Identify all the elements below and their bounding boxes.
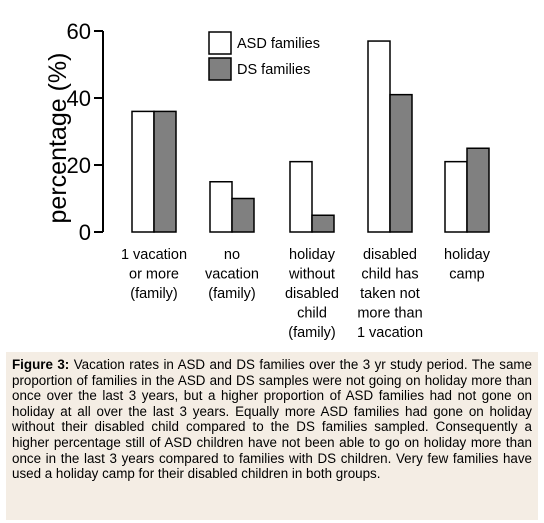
ds-bar: [231, 197, 255, 233]
legend-swatch: [208, 31, 232, 55]
caption-text: Vacation rates in ASD and DS families ov…: [12, 357, 533, 482]
figure-caption-box: Figure 3: Vacation rates in ASD and DS f…: [6, 352, 538, 520]
x-tick-label: vacation: [205, 267, 259, 283]
legend: ASD families DS families: [208, 31, 320, 81]
asd-bar: [367, 40, 391, 233]
x-tick-label: 1 vacation: [357, 325, 423, 341]
x-tick-label: (family): [288, 325, 336, 341]
y-tick-label: 0: [79, 220, 91, 245]
asd-bar: [131, 110, 155, 233]
ds-bar: [389, 93, 413, 233]
x-tick-label: disabled: [363, 247, 417, 263]
x-tick-label: camp: [449, 267, 484, 283]
x-tick-label: no: [224, 247, 240, 263]
ds-bar: [311, 214, 335, 233]
legend-label: ASD families: [237, 36, 320, 52]
bars: [131, 40, 490, 233]
legend-swatch: [208, 57, 232, 81]
x-tick-label: (family): [208, 286, 256, 302]
y-axis-label: percentage (%): [44, 53, 72, 224]
x-tick-label: taken not: [360, 286, 420, 302]
ds-bar: [466, 147, 490, 233]
y-tick-label: 60: [67, 19, 91, 44]
x-tick-label: disabled: [285, 286, 339, 302]
x-tick-labels: 1 vacation or more (family) no vacation (fami…: [121, 247, 491, 341]
x-tick-label: or more: [129, 267, 179, 283]
x-tick-label: 1 vacation: [121, 247, 187, 263]
x-tick-label: child: [297, 306, 327, 322]
y-tick-label: 40: [67, 86, 91, 111]
asd-bar: [209, 181, 233, 233]
ds-bar: [153, 110, 177, 233]
x-tick-label: child has: [361, 267, 418, 283]
caption-label: Figure 3:: [12, 357, 70, 372]
x-tick-label: holiday: [289, 247, 336, 263]
figure-caption: Figure 3: Vacation rates in ASD and DS f…: [12, 357, 532, 482]
x-tick-label: holiday: [444, 247, 491, 263]
x-tick-label: (family): [130, 286, 178, 302]
y-tick-label: 20: [67, 153, 91, 178]
x-tick-label: more than: [357, 306, 422, 322]
asd-bar: [289, 160, 313, 233]
y-axis: 0 20 40 60: [67, 19, 104, 245]
bar-chart: 0 20 40 60 1 vacation or more (family) no vacat…: [44, 19, 491, 341]
legend-label: DS families: [237, 62, 310, 78]
x-tick-label: without: [288, 267, 335, 283]
asd-bar: [444, 160, 468, 233]
